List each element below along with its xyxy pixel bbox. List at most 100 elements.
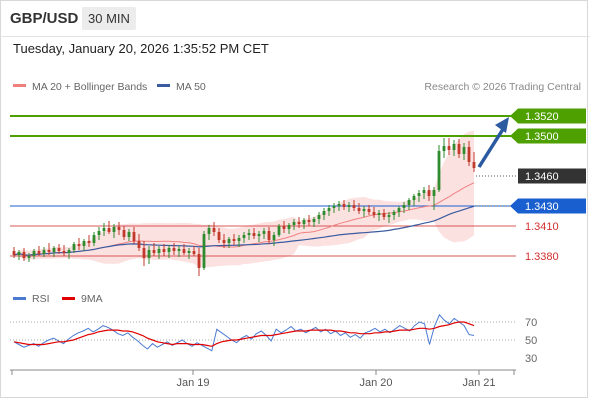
candle-body <box>432 190 436 196</box>
symbol-title: GBP/USD <box>10 10 79 27</box>
candle-body <box>197 254 201 268</box>
header-divider <box>0 36 590 37</box>
candle-body <box>467 147 471 162</box>
candle-body <box>212 228 216 232</box>
legend-label-0: MA 20 + Bollinger Bands <box>32 81 147 93</box>
candle-body <box>117 227 121 230</box>
candle-body <box>407 200 411 205</box>
candle-body <box>442 146 446 151</box>
candle-body <box>327 208 331 211</box>
candle-body <box>142 248 146 258</box>
candle-body <box>232 239 236 241</box>
rsi-tick-70: 70 <box>525 317 537 329</box>
candle-body <box>87 241 91 243</box>
candle-body <box>422 190 426 193</box>
x-tick-label-0: Jan 19 <box>176 377 209 389</box>
candle-body <box>162 249 166 252</box>
timestamp: Tuesday, January 20, 2026 1:35:52 PM CET <box>13 41 269 56</box>
candle-body <box>57 248 61 251</box>
candle-body <box>137 241 141 248</box>
candle-body <box>122 230 126 237</box>
candle-body <box>147 250 151 258</box>
candle-body <box>92 235 96 243</box>
candle-body <box>172 248 176 251</box>
last-price-box <box>518 168 586 184</box>
candle-body <box>392 212 396 215</box>
candle-body <box>187 251 191 253</box>
candle-body <box>67 250 71 253</box>
candle-body <box>27 256 31 258</box>
candle-body <box>272 235 276 240</box>
rsi-ma-line <box>13 321 475 347</box>
forecast-arrow-head <box>495 117 509 133</box>
candle-body <box>157 249 161 253</box>
bollinger-bands <box>14 130 474 268</box>
candle-body <box>252 233 256 236</box>
candle-body <box>397 208 401 212</box>
rsi-line <box>13 313 475 352</box>
x-tick-label-2: Jan 21 <box>462 377 495 389</box>
candle-body <box>322 211 326 215</box>
candle-body <box>317 215 321 219</box>
rsi-legend-swatch-0 <box>13 297 26 300</box>
candle-body <box>437 151 441 190</box>
candle-body <box>307 220 311 222</box>
credit-text: Research © 2026 Trading Central <box>424 81 581 93</box>
resistance-label-1: 1.3500 <box>525 131 559 143</box>
candle-body <box>12 251 16 255</box>
candle-body <box>367 209 371 212</box>
candle-body <box>132 232 136 241</box>
timeframe-badge[interactable]: 30 MIN <box>82 7 136 30</box>
candle-body <box>417 193 421 196</box>
candle-body <box>297 222 301 224</box>
candle-body <box>167 248 171 252</box>
pivot-label: 1.3430 <box>525 201 559 213</box>
candle-body <box>127 232 131 237</box>
candle-body <box>287 225 291 229</box>
candle-body <box>382 213 386 217</box>
candle-body <box>107 228 111 232</box>
candle-body <box>202 234 206 268</box>
candle-body <box>207 228 211 234</box>
rsi-tick-50: 50 <box>525 335 537 347</box>
ma50-line <box>13 205 475 256</box>
candle-body <box>17 252 21 255</box>
candle-body <box>112 227 116 232</box>
candle-body <box>372 212 376 215</box>
candle-body <box>72 244 76 250</box>
candle-body <box>342 204 346 207</box>
candle-body <box>262 231 266 234</box>
rsi-legend-swatch-1 <box>62 297 75 300</box>
forecast-arrow-shaft <box>477 125 507 168</box>
candle-body <box>462 147 466 154</box>
candle-body <box>282 226 286 229</box>
candle-body <box>242 235 246 238</box>
candle-body <box>102 228 106 231</box>
rsi-legend-label-1: 9MA <box>81 293 103 305</box>
resistance-tag-0 <box>510 108 586 124</box>
candle-body <box>452 144 456 150</box>
support-label-5: 1.3380 <box>525 251 559 263</box>
candle-body <box>447 146 451 150</box>
candle-body <box>37 251 41 254</box>
rsi-tick-30: 30 <box>525 353 537 365</box>
candle-body <box>247 233 251 235</box>
candle-body <box>377 213 381 215</box>
legend-label-1: MA 50 <box>176 81 206 93</box>
candle-body <box>387 215 391 217</box>
candle-body <box>237 238 241 241</box>
rsi-legend-label-0: RSI <box>32 293 50 305</box>
candles-group <box>12 138 476 276</box>
candle-body <box>22 252 26 258</box>
candle-body <box>267 231 271 240</box>
support-label-4: 1.3410 <box>525 221 559 233</box>
x-tick-label-1: Jan 20 <box>359 377 392 389</box>
candle-body <box>177 249 181 251</box>
legend-swatch-1 <box>157 84 170 87</box>
candle-body <box>182 249 186 253</box>
candle-body <box>337 204 341 206</box>
resistance-label-0: 1.3520 <box>525 111 559 123</box>
candle-body <box>222 240 226 243</box>
candle-body <box>457 144 461 154</box>
candle-body <box>277 226 281 235</box>
